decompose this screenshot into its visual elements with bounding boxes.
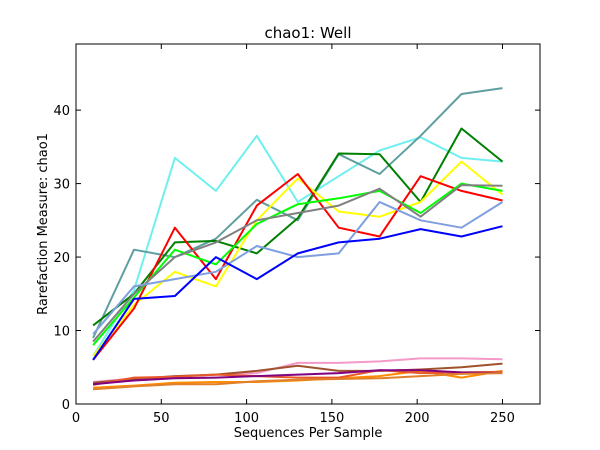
series-line-4 (92, 160, 504, 357)
x-tick-label: 150 (319, 411, 344, 426)
series-layer (92, 87, 504, 391)
series-line-1 (92, 134, 503, 357)
series-line-14 (93, 369, 503, 386)
x-tick-label: 50 (153, 411, 170, 426)
y-tick-label: 10 (53, 325, 70, 340)
series-line-5 (92, 173, 503, 361)
y-tick-label: 0 (62, 398, 70, 413)
axis-layer: 0 50 100 150 200 250 0 10 20 30 40 (53, 44, 540, 426)
series-line-15 (93, 372, 503, 391)
x-tick-label: 0 (72, 411, 80, 426)
series-line-8 (92, 201, 504, 335)
y-axis-label: Rarefaction Measure: chao1 (36, 133, 51, 315)
x-axis-label: Sequences Per Sample (234, 426, 383, 441)
y-tick-label: 30 (53, 178, 70, 193)
series-line-7 (92, 184, 503, 343)
y-tick-label: 20 (53, 251, 70, 266)
series-line-9 (92, 225, 503, 361)
series-line-3 (92, 127, 504, 327)
series-line-6 (92, 182, 503, 346)
x-tick-label: 250 (490, 411, 515, 426)
plot-frame (75, 43, 541, 405)
x-tick-label: 100 (234, 411, 259, 426)
chart-title: chao1: Well (264, 24, 351, 42)
x-tick-label: 200 (405, 411, 430, 426)
series-line-13 (92, 369, 503, 386)
y-tick-label: 40 (53, 104, 70, 119)
